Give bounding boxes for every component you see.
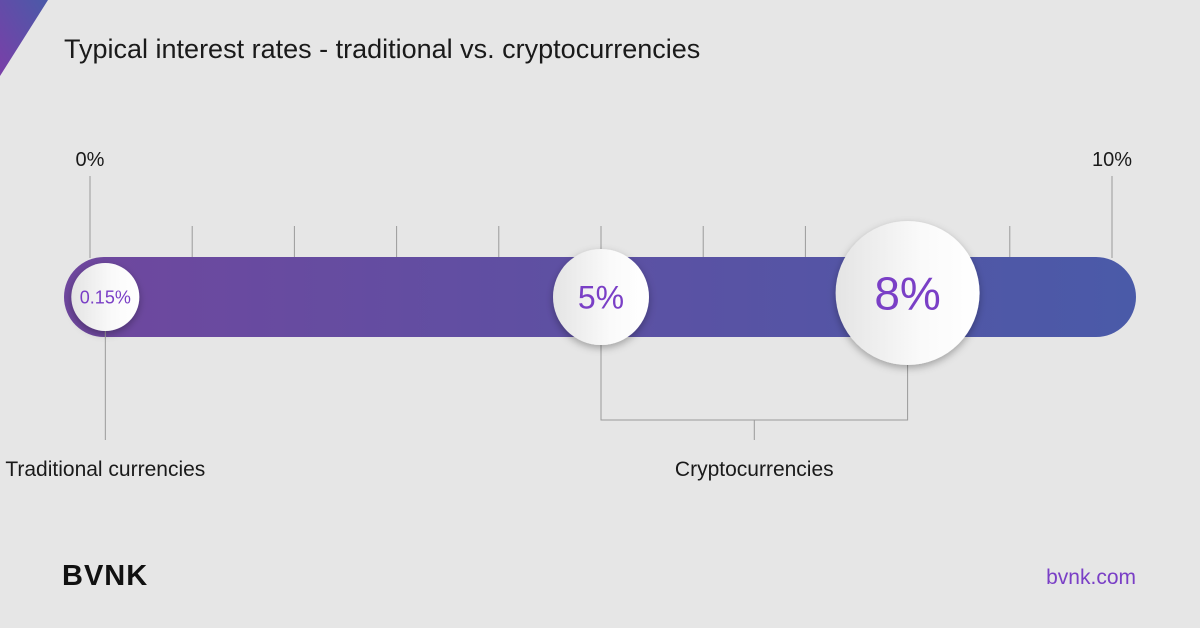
- axis-max-label: 10%: [1092, 149, 1132, 171]
- group-bracket: [600, 340, 909, 440]
- axis-min-label: 0%: [76, 149, 105, 171]
- rate-bubble-label: 8%: [874, 268, 940, 320]
- chart-title: Typical interest rates - traditional vs.…: [64, 34, 701, 64]
- rate-bubble: [71, 263, 140, 331]
- group-label-crypto: Cryptocurrencies: [675, 458, 834, 481]
- bvnk-logo: BVNK: [62, 560, 149, 592]
- rate-bubble: [553, 249, 649, 345]
- rate-bubble: [835, 221, 980, 365]
- rate-bubble-label: 5%: [578, 280, 624, 316]
- corner-decoration: [0, 0, 48, 76]
- website-link[interactable]: bvnk.com: [1046, 566, 1136, 589]
- group-label-traditional: Traditional currencies: [5, 458, 205, 481]
- rate-bubble-label: 0.15%: [80, 287, 131, 307]
